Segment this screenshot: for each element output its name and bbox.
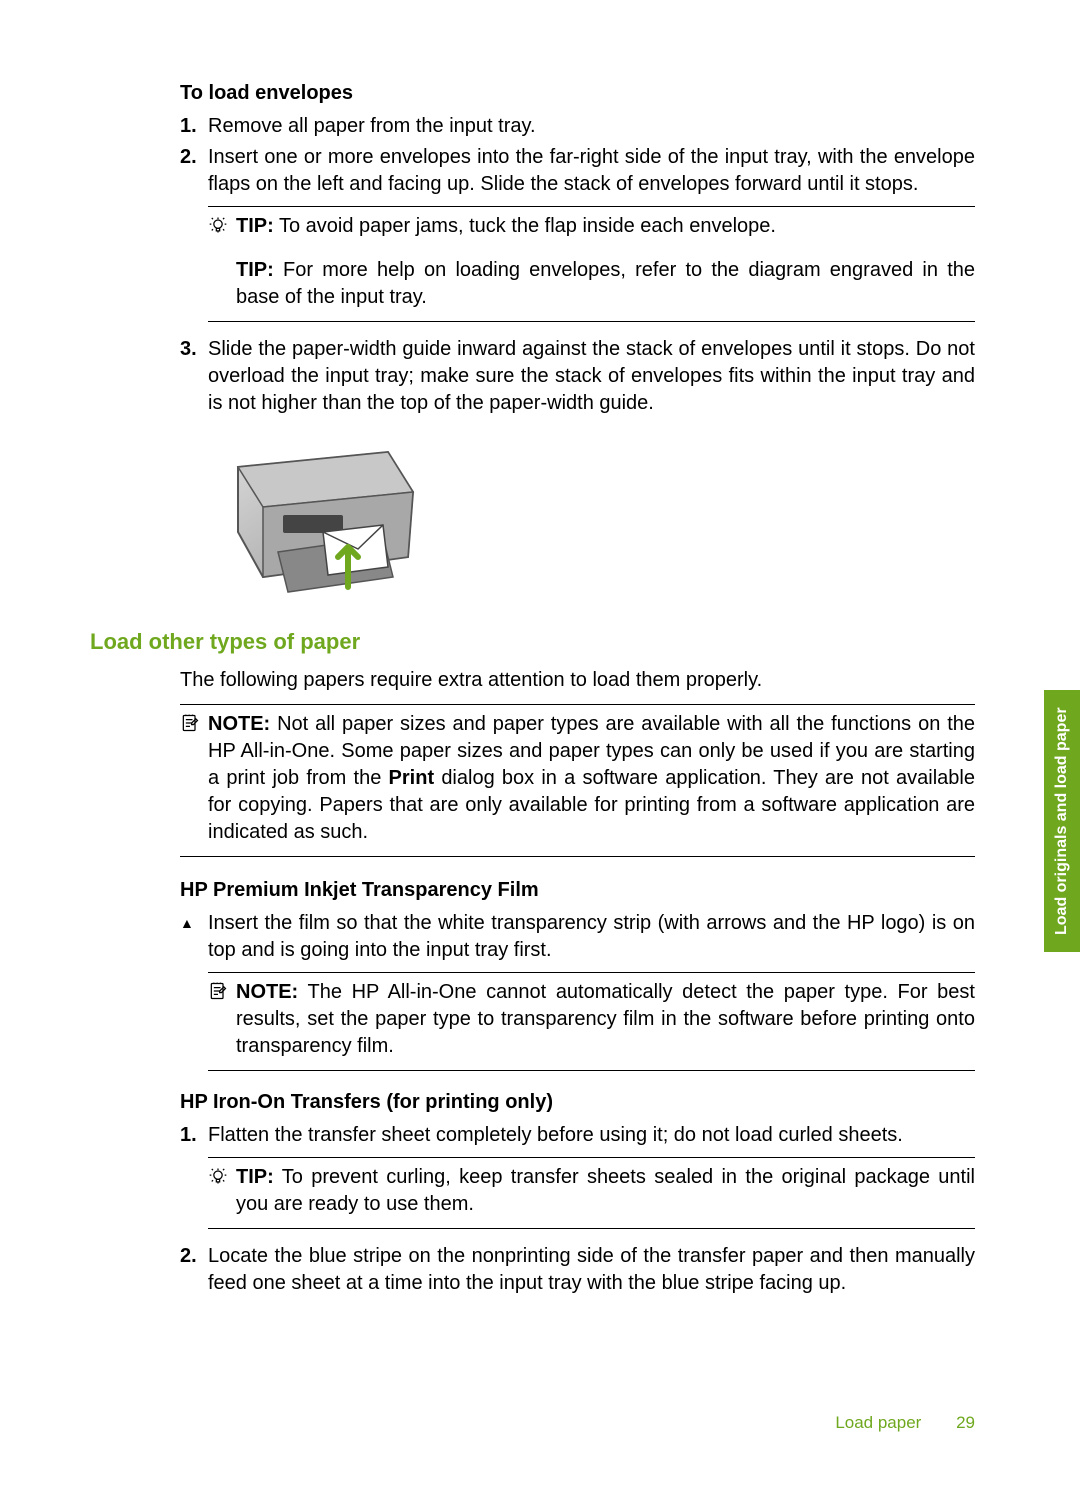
step-number: 3.: [180, 336, 208, 417]
list-item: 2. Insert one or more envelopes into the…: [180, 144, 975, 198]
tip-callout: TIP: To prevent curling, keep transfer s…: [208, 1157, 975, 1229]
footer-section: Load paper: [835, 1413, 921, 1432]
other-intro: The following papers require extra atten…: [180, 667, 975, 694]
tip-text: To prevent curling, keep transfer sheets…: [236, 1166, 975, 1215]
tip-icon: [208, 215, 236, 243]
note-icon: [180, 713, 208, 741]
step-text: Remove all paper from the input tray.: [208, 113, 975, 140]
ironon-steps-cont: 2. Locate the blue stripe on the nonprin…: [180, 1243, 975, 1297]
other-heading: Load other types of paper: [90, 627, 975, 657]
note-text: The HP All-in-One cannot automatically d…: [236, 981, 975, 1057]
step-number: 1.: [180, 1122, 208, 1149]
ironon-steps: 1. Flatten the transfer sheet completely…: [180, 1122, 975, 1149]
tip-body: TIP: For more help on loading envelopes,…: [236, 257, 975, 311]
ironon-title: HP Iron-On Transfers (for printing only): [180, 1089, 975, 1116]
list-item: 2. Locate the blue stripe on the nonprin…: [180, 1243, 975, 1297]
printer-illustration: [208, 437, 428, 597]
tip-body: TIP: To avoid paper jams, tuck the flap …: [236, 213, 975, 240]
note-callout: NOTE: Not all paper sizes and paper type…: [180, 704, 975, 857]
tip-label: TIP:: [236, 1166, 274, 1188]
envelopes-steps: 1. Remove all paper from the input tray.…: [180, 113, 975, 198]
footer-page-number: 29: [956, 1413, 975, 1432]
page-footer: Load paper 29: [835, 1412, 975, 1435]
tip-body: TIP: To prevent curling, keep transfer s…: [236, 1164, 975, 1218]
page-content: To load envelopes 1. Remove all paper fr…: [0, 0, 1080, 1361]
list-item: 1. Flatten the transfer sheet completely…: [180, 1122, 975, 1149]
tip-callout: TIP: To avoid paper jams, tuck the flap …: [208, 206, 975, 322]
tip-icon: [208, 1166, 236, 1194]
tip-text: For more help on loading envelopes, refe…: [236, 259, 975, 308]
chapter-tab: Load originals and load paper: [1044, 690, 1080, 952]
envelopes-steps-cont: 3. Slide the paper-width guide inward ag…: [180, 336, 975, 417]
step-text: Locate the blue stripe on the nonprintin…: [208, 1243, 975, 1297]
note-icon: [208, 981, 236, 1009]
tip-text: To avoid paper jams, tuck the flap insid…: [279, 215, 776, 237]
note-body: NOTE: Not all paper sizes and paper type…: [208, 711, 975, 846]
list-item: 3. Slide the paper-width guide inward ag…: [180, 336, 975, 417]
step-number: 1.: [180, 113, 208, 140]
tip-label: TIP:: [236, 259, 274, 281]
step-text: Insert one or more envelopes into the fa…: [208, 144, 975, 198]
note-label: NOTE:: [208, 713, 270, 735]
step-text: Flatten the transfer sheet completely be…: [208, 1122, 975, 1149]
note-body: NOTE: The HP All-in-One cannot automatic…: [236, 979, 975, 1060]
transparency-title: HP Premium Inkjet Transparency Film: [180, 877, 975, 904]
tip-label: TIP:: [236, 215, 274, 237]
list-item: 1. Remove all paper from the input tray.: [180, 113, 975, 140]
envelopes-title: To load envelopes: [180, 80, 975, 107]
note-label: NOTE:: [236, 981, 298, 1003]
bullet-text: Insert the film so that the white transp…: [208, 910, 975, 964]
list-item: ▲ Insert the film so that the white tran…: [180, 910, 975, 964]
note-callout: NOTE: The HP All-in-One cannot automatic…: [208, 972, 975, 1071]
step-number: 2.: [180, 144, 208, 198]
step-text: Slide the paper-width guide inward again…: [208, 336, 975, 417]
step-number: 2.: [180, 1243, 208, 1297]
note-text-bold: Print: [389, 767, 435, 789]
triangle-marker: ▲: [180, 914, 208, 964]
